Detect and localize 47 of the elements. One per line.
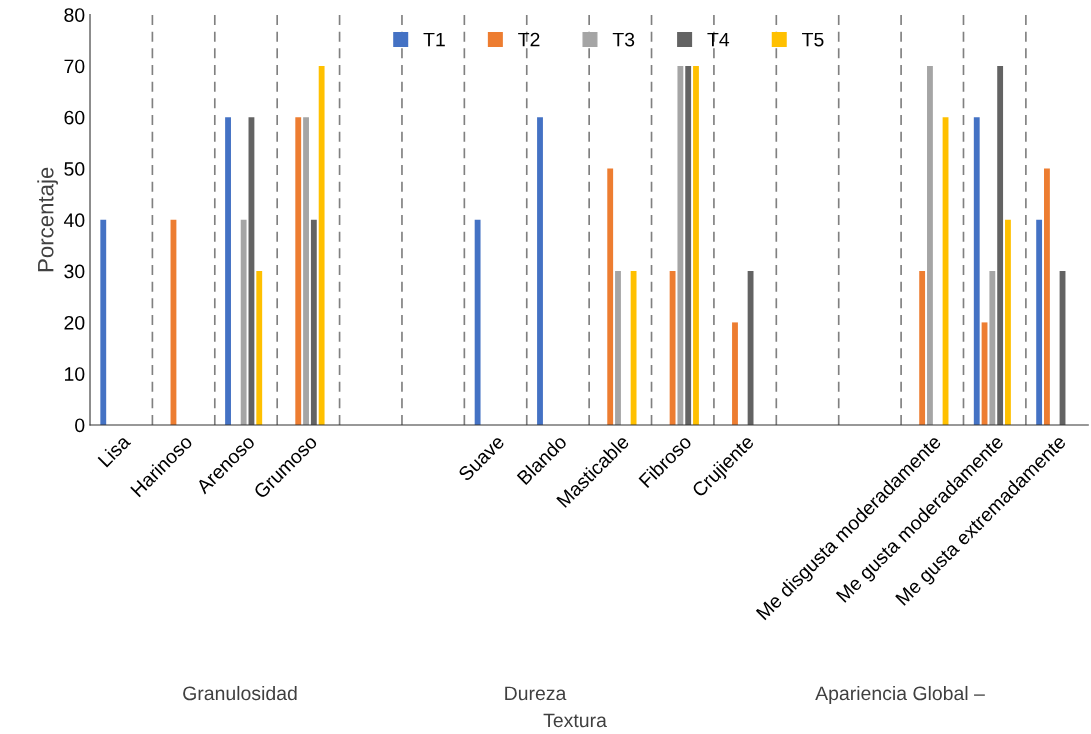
legend-label: T3 — [612, 32, 635, 47]
bar — [927, 65, 933, 425]
bar — [303, 117, 309, 425]
y-tick-label: 70 — [64, 59, 85, 74]
y-tick-label: 10 — [65, 367, 85, 381]
bar — [732, 322, 738, 425]
bar — [256, 271, 263, 425]
bar — [537, 117, 543, 425]
bar — [225, 117, 231, 425]
text: Granulosidad — [183, 685, 297, 701]
bar — [989, 271, 996, 425]
bar — [607, 168, 614, 425]
bar — [973, 117, 980, 425]
legend-label: T1 — [423, 32, 445, 47]
bar — [630, 271, 637, 425]
text: Apariencia Global – — [815, 685, 985, 705]
bar — [677, 65, 684, 425]
bar — [919, 271, 926, 425]
bar — [1036, 219, 1043, 425]
bar — [615, 271, 621, 425]
legend-label: T2 — [518, 32, 540, 47]
y-tick-label: 50 — [64, 162, 85, 176]
bar — [685, 65, 692, 425]
bar — [1005, 219, 1011, 425]
bar — [310, 219, 317, 425]
bar — [1044, 168, 1050, 425]
bar — [240, 219, 247, 425]
text: Dureza — [505, 686, 567, 701]
bar — [318, 65, 325, 425]
legend-label: T5 — [802, 32, 824, 47]
bar — [295, 117, 302, 425]
y-tick-label: 80 — [64, 8, 85, 22]
bar — [997, 65, 1004, 425]
y-tick-label: 30 — [64, 264, 85, 279]
y-axis-title: Porcentaje — [37, 167, 58, 272]
bar — [100, 219, 107, 425]
y-tick-label: 20 — [64, 315, 85, 330]
y-tick-label: 0 — [75, 418, 85, 433]
legend-label: T4 — [707, 32, 730, 47]
bar — [693, 65, 699, 425]
bar — [747, 271, 754, 425]
y-tick-label: 60 — [64, 110, 85, 125]
bar — [474, 219, 481, 425]
y-tick-label: 40 — [63, 213, 85, 228]
x-tick-label: Lisa — [97, 433, 132, 468]
bar — [669, 271, 676, 425]
text: Textura — [543, 713, 607, 728]
